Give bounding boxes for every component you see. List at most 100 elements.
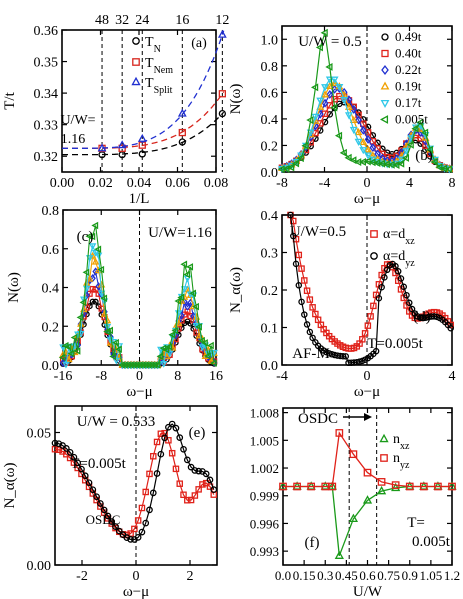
- data-point: [178, 138, 186, 146]
- data-point: [447, 324, 454, 332]
- annotation: U/W=: [60, 113, 95, 128]
- data-point: [321, 90, 329, 98]
- x-tick-label: 4: [449, 369, 456, 384]
- data-point: [195, 486, 202, 493]
- data-point: [406, 140, 414, 149]
- data-point: [295, 251, 303, 259]
- data-point: [311, 113, 320, 121]
- data-point: [184, 496, 191, 504]
- data-point: [348, 513, 359, 523]
- data-point: [62, 445, 70, 452]
- data-point: [406, 299, 413, 307]
- data-point: [202, 470, 210, 478]
- x-tick-label: 0.0: [275, 568, 291, 583]
- data-point: [328, 482, 337, 491]
- data-point: [359, 137, 368, 146]
- x-tick-label: -4: [319, 176, 331, 191]
- panel-label: (f): [305, 535, 320, 551]
- data-point: [183, 456, 191, 464]
- data-point: [132, 58, 140, 66]
- x-tick-label: 0: [133, 569, 140, 584]
- data-point: [168, 420, 176, 428]
- data-point: [420, 128, 429, 137]
- data-point: [435, 163, 443, 172]
- legend-label: α=dxz: [383, 227, 415, 247]
- data-point: [184, 302, 191, 311]
- data-point: [177, 108, 187, 117]
- data-point: [187, 496, 195, 504]
- data-point: [218, 90, 227, 98]
- data-point: [74, 459, 82, 467]
- data-point: [153, 361, 161, 369]
- y-tick-label: 0.33: [34, 119, 59, 134]
- x-tick-label: 1.2: [444, 568, 460, 583]
- x-tick-label: 0.02: [88, 176, 113, 191]
- data-point: [81, 472, 89, 480]
- x-tick-label: 16: [209, 369, 223, 384]
- data-point: [191, 467, 199, 474]
- data-point: [303, 287, 311, 294]
- panel-label: (c): [77, 229, 94, 245]
- data-point: [448, 482, 456, 491]
- legend-label: 0.40t: [395, 46, 422, 61]
- y-tick-label: 0.4: [261, 113, 279, 128]
- data-point: [381, 49, 389, 58]
- data-point: [408, 305, 416, 313]
- data-point: [359, 125, 367, 135]
- data-point: [444, 165, 453, 174]
- data-point: [91, 221, 99, 230]
- data-point: [104, 512, 112, 520]
- y-tick-label: 0.1: [261, 322, 279, 337]
- data-point: [364, 152, 373, 160]
- data-point: [282, 164, 290, 173]
- data-point: [306, 328, 314, 336]
- data-point: [301, 141, 309, 150]
- data-point: [142, 488, 149, 496]
- legend-label: 0.19t: [395, 79, 422, 94]
- data-point: [315, 43, 323, 52]
- data-point: [364, 322, 372, 329]
- data-point: [162, 345, 170, 354]
- data-point: [287, 163, 295, 172]
- data-point: [356, 358, 363, 365]
- data-point: [335, 429, 344, 437]
- x-axis-label: ω−μ: [354, 384, 380, 400]
- data-point: [298, 265, 305, 272]
- top-tick-label: 12: [215, 13, 229, 28]
- x-tick-label: 8: [174, 369, 181, 384]
- data-point: [206, 341, 214, 350]
- x-tick-label: -4: [276, 369, 288, 384]
- data-point: [394, 268, 402, 275]
- data-point: [392, 262, 399, 270]
- data-point: [381, 274, 388, 281]
- data-point: [342, 353, 349, 360]
- data-point: [334, 550, 344, 559]
- annotation: T=0.005t: [70, 456, 126, 472]
- data-point: [309, 334, 316, 342]
- data-point: [160, 360, 168, 368]
- data-point: [73, 347, 81, 355]
- y-axis-label: T/t: [2, 91, 18, 109]
- data-point: [306, 116, 314, 125]
- x-tick-label: -2: [76, 569, 88, 584]
- data-point: [359, 147, 368, 155]
- y-tick-label: 0.996: [250, 516, 280, 531]
- data-point: [89, 486, 97, 494]
- data-point: [176, 434, 184, 441]
- data-point: [419, 482, 428, 491]
- panel-label: (a): [191, 36, 207, 51]
- y-tick-label: 0.34: [34, 87, 59, 102]
- data-point: [180, 445, 187, 453]
- legend-label: 0.005t: [395, 112, 428, 127]
- y-tick-label: 0.05: [27, 427, 52, 442]
- data-point: [79, 298, 87, 307]
- data-point: [112, 338, 119, 347]
- data-point: [369, 143, 377, 153]
- y-tick-label: 0.4: [42, 282, 60, 297]
- data-point: [326, 102, 334, 109]
- annotation: U/W=0.5: [290, 224, 346, 240]
- top-tick-label: 16: [175, 13, 189, 28]
- data-point: [349, 126, 358, 135]
- panel-e: -2 0 2 0.00 0.05 ω−μ N_α(ω) U/W = 0.533 T=0.005t…: [2, 405, 218, 599]
